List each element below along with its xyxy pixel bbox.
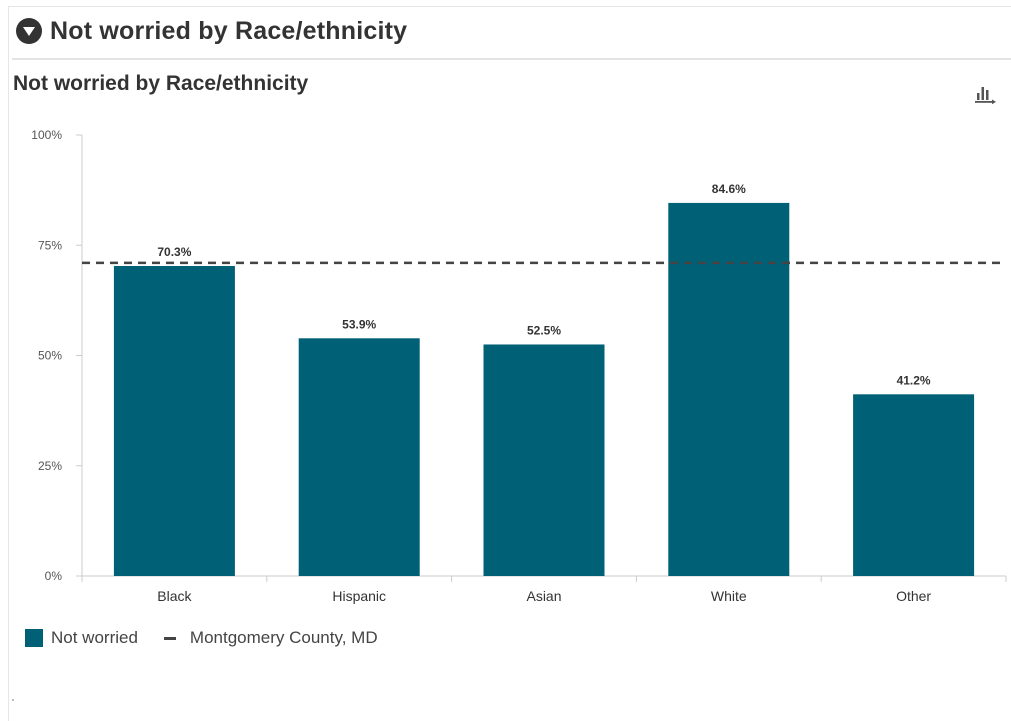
data-label: 53.9% [342, 317, 376, 331]
data-label: 52.5% [527, 323, 561, 337]
bar-other[interactable] [853, 394, 975, 576]
y-tick-label: 25% [38, 459, 62, 473]
legend-label: Not worried [51, 628, 138, 647]
x-tick-label: Asian [526, 588, 561, 604]
legend-label: Montgomery County, MD [189, 628, 378, 647]
data-label: 70.3% [157, 245, 191, 259]
legend-swatch [25, 629, 43, 647]
bar-asian[interactable] [483, 344, 605, 576]
y-tick-label: 100% [31, 128, 62, 142]
legend-item-not-worried[interactable]: Not worried [25, 628, 138, 648]
data-label: 84.6% [712, 182, 746, 196]
legend-item-montgomery-county[interactable]: Montgomery County, MD [163, 628, 378, 648]
y-tick-label: 75% [38, 238, 62, 252]
bar-white[interactable] [668, 202, 790, 576]
x-tick-label: Other [896, 588, 931, 604]
y-tick-label: 0% [45, 569, 63, 583]
bar-chart: 0% 25% 50% 75% 100% 70.3% Black 53.9% Hispanic 52… [31, 128, 1007, 604]
legend-dash [163, 636, 176, 640]
data-label: 41.2% [897, 373, 931, 387]
x-tick-label: White [711, 588, 747, 604]
bar-hispanic[interactable] [298, 338, 420, 576]
chart-title: Not worried by Race/ethnicity [13, 72, 309, 95]
panel-header: Not worried by Race/ethnicity [16, 14, 407, 48]
decorative-dot [12, 699, 14, 701]
panel-title: Not worried by Race/ethnicity [50, 16, 408, 45]
x-tick-label: Hispanic [332, 588, 386, 604]
bar-black[interactable] [113, 265, 235, 576]
chevron-down-circle-icon[interactable] [16, 18, 42, 44]
bar-chart-export-icon[interactable] [973, 80, 999, 106]
chart-legend: Not worried Montgomery County, MD [25, 628, 404, 648]
x-tick-label: Black [157, 588, 192, 604]
header-divider [12, 58, 1011, 60]
y-tick-label: 50% [38, 349, 62, 363]
